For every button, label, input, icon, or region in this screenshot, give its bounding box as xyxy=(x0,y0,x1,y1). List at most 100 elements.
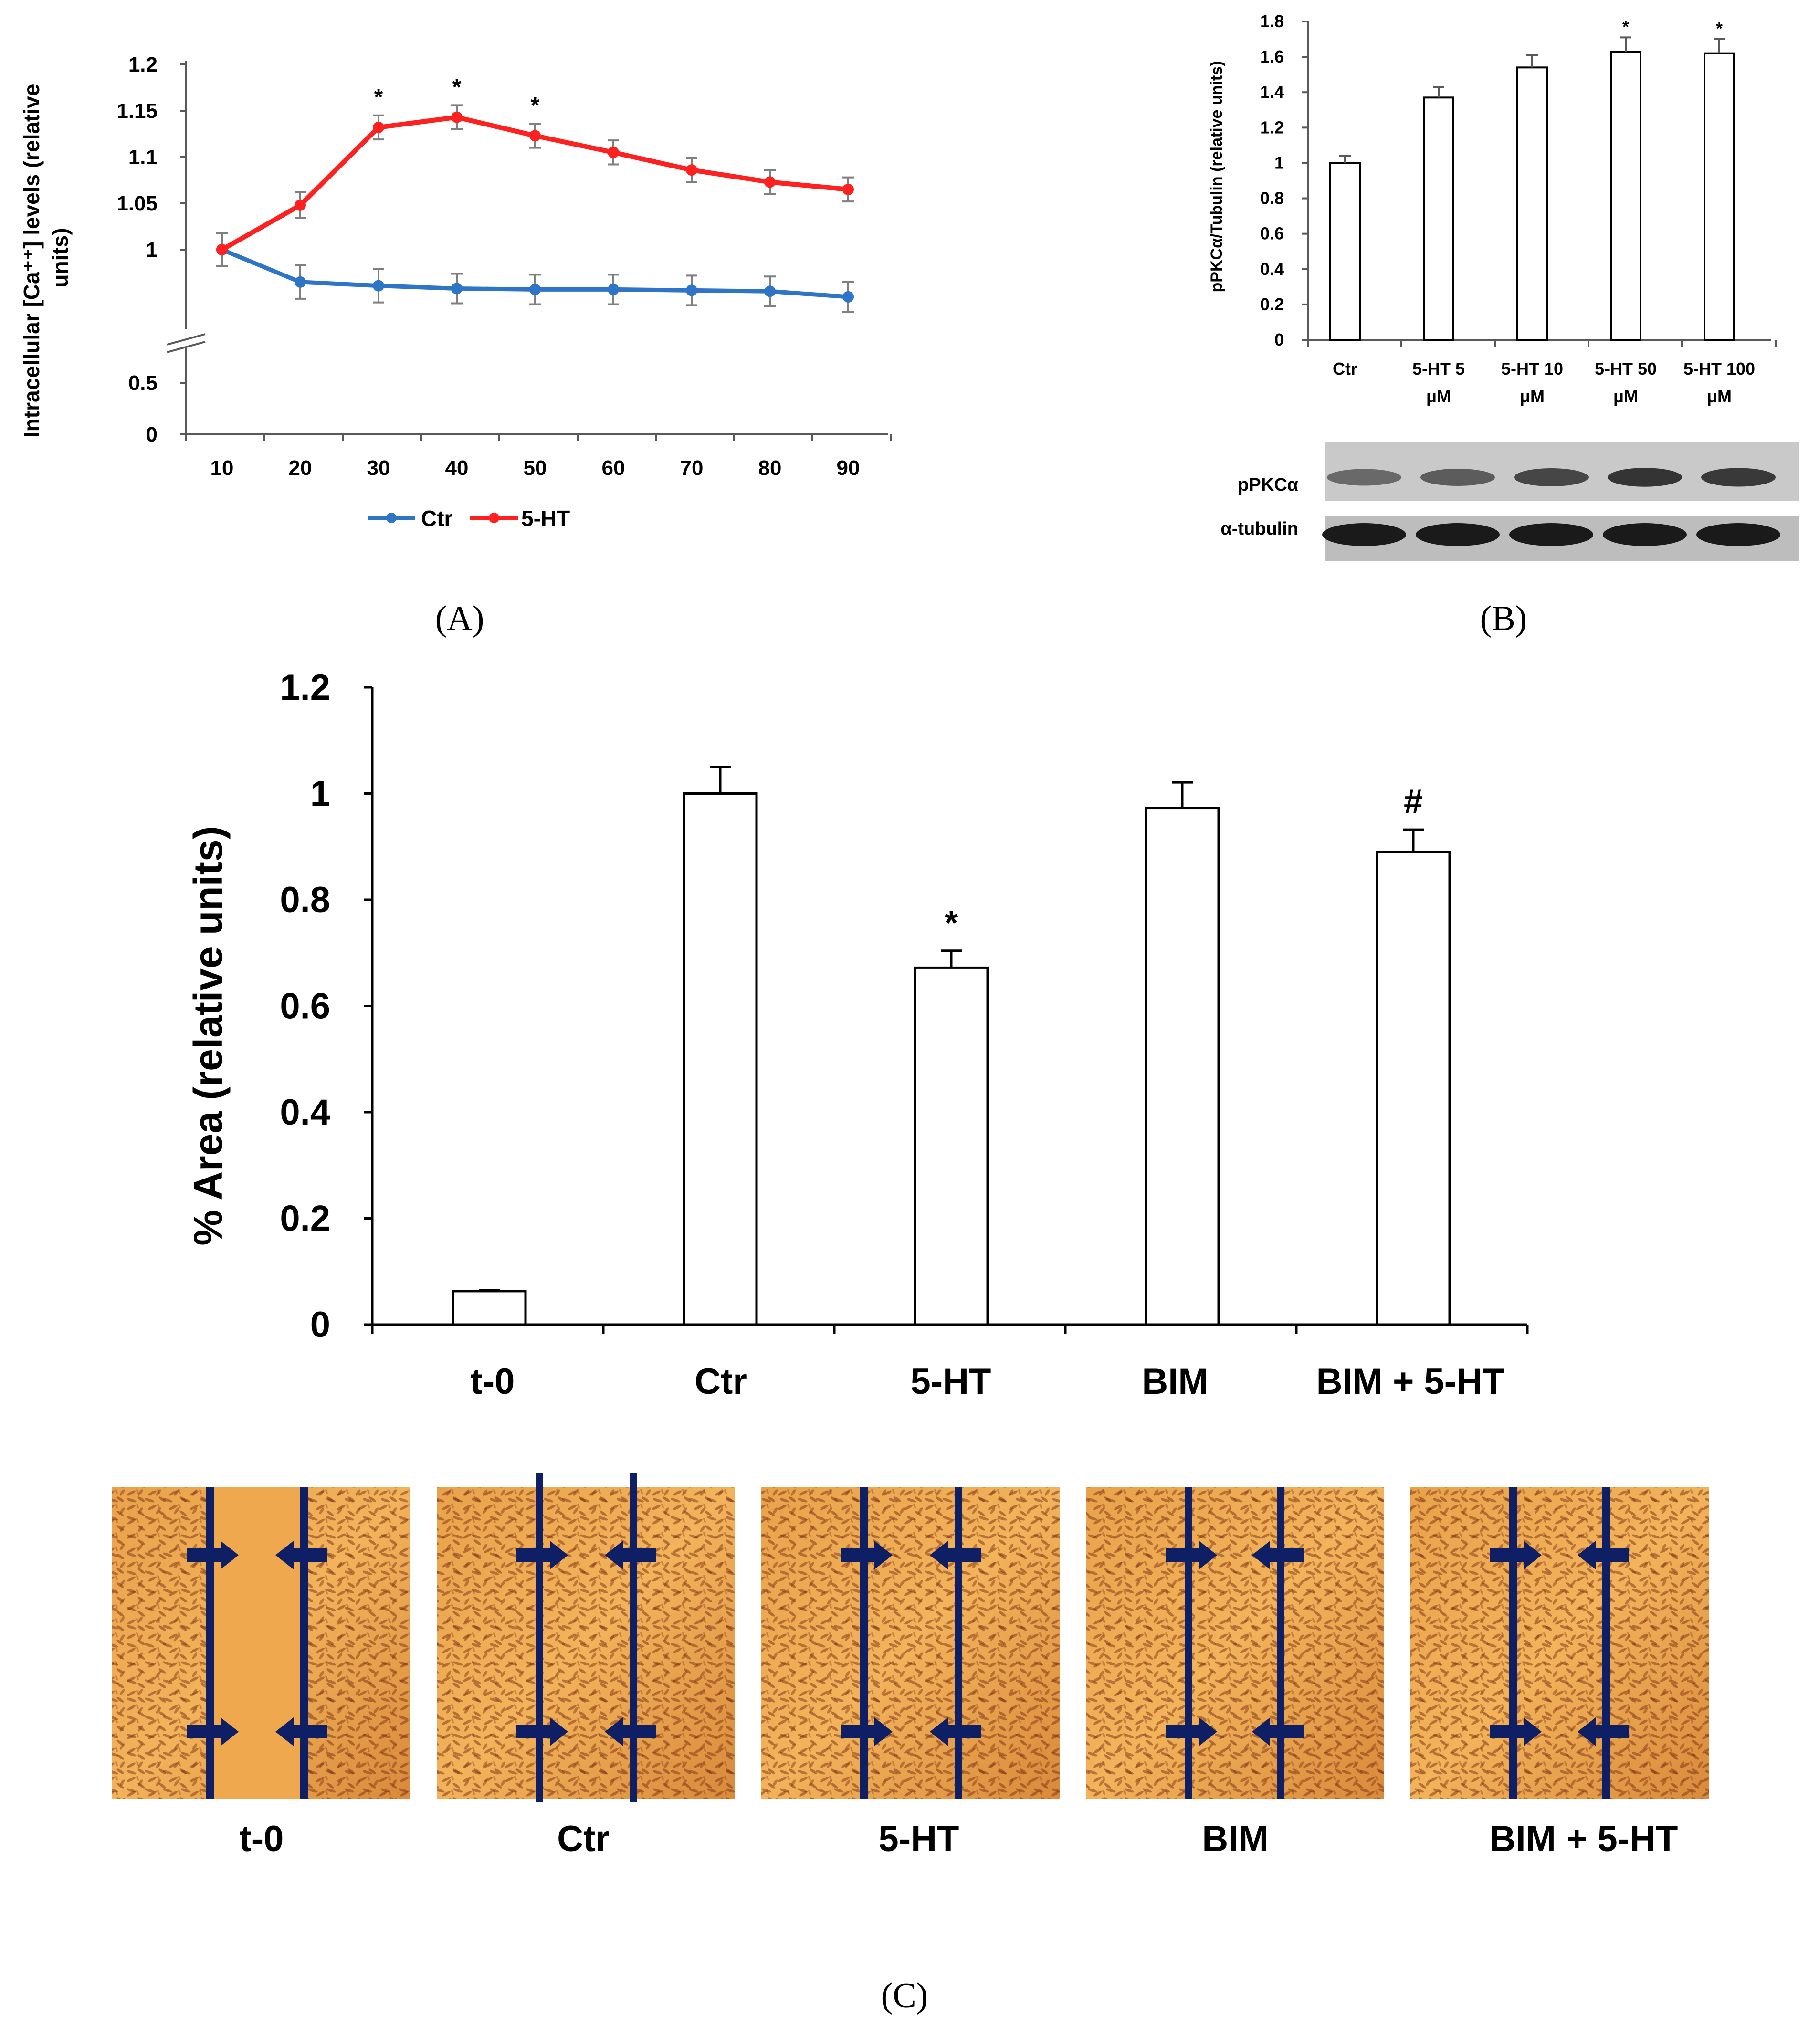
significance-marker: * xyxy=(945,904,958,942)
bar xyxy=(1423,96,1454,341)
panel-b: 00.20.40.60.811.21.41.61.8 * * Ctr 5-HT 5μ… xyxy=(1208,11,1799,638)
micrograph-cells-layer xyxy=(761,1487,1060,1799)
panel-c-x-tick-label: BIM + 5-HT xyxy=(1316,1361,1505,1402)
panel-a-x-tick-label: 30 xyxy=(367,456,390,480)
panel-c-y-ticks: 0 0.2 0.4 0.6 0.8 1 1.2 xyxy=(280,667,372,1345)
data-point xyxy=(764,285,776,297)
bar xyxy=(683,792,758,1326)
panel-c: 00.20.40.60.811.2 *# t-0 Ctr 5-HT BIM BIM + … xyxy=(112,667,1709,2015)
panel-b-y-tick-label: 0.4 xyxy=(1260,259,1284,279)
panel-a-significance: * * * xyxy=(374,74,540,118)
bar xyxy=(1329,162,1361,341)
panel-c-bars: *# xyxy=(452,766,1451,1326)
blot-band-tubulin xyxy=(1322,523,1406,546)
panel-c-caption: (C) xyxy=(881,1976,928,2015)
data-point xyxy=(451,111,463,123)
blot-band-tubulin xyxy=(1696,523,1780,546)
data-point xyxy=(686,284,697,296)
panel-b-y-tick-label: 1.8 xyxy=(1260,11,1284,31)
significance-marker: * xyxy=(1716,19,1723,38)
significance-marker: * xyxy=(1622,17,1629,36)
panel-b-x-labels: Ctr 5-HT 5 μM 5-HT 10 μM 5-HT 50 μM 5-HT 100 μM xyxy=(1307,340,1777,406)
panel-c-y-label: % Area (relative units) xyxy=(186,826,231,1245)
micrograph-label: 5-HT xyxy=(879,1819,959,1859)
data-point xyxy=(295,276,306,288)
bar xyxy=(1516,66,1548,341)
panel-c-x-tick-label: Ctr xyxy=(694,1361,747,1402)
arrow-left-icon xyxy=(275,1717,327,1746)
arrow-right-icon xyxy=(1166,1717,1217,1746)
panel-b-x-tick-label: 5-HT 10 xyxy=(1501,359,1563,379)
panel-a-x-ticks: 10 20 30 40 50 60 70 80 90 xyxy=(185,434,892,480)
arrow-left-icon xyxy=(930,1541,981,1569)
panel-a-x-tick-label: 70 xyxy=(680,456,704,480)
data-point xyxy=(373,121,384,133)
panel-a-series xyxy=(216,104,854,313)
panel-a-y-tick-label: 1.2 xyxy=(128,53,158,76)
arrow-right-icon xyxy=(841,1541,893,1569)
micrograph-5 xyxy=(1410,1487,1709,1799)
arrow-left-icon xyxy=(1252,1541,1304,1569)
panel-b-y-tick-label: 0.2 xyxy=(1260,295,1284,314)
panel-b-y-tick-label: 1.4 xyxy=(1260,82,1284,102)
bar xyxy=(452,1290,527,1326)
blot-label-ppkca: pPKCα xyxy=(1238,475,1298,495)
panel-a-x-tick-label: 40 xyxy=(445,456,469,480)
blot-band-ppkca xyxy=(1701,468,1776,487)
blot-band-ppkca xyxy=(1514,468,1589,486)
panel-a-y-tick-label: 1.15 xyxy=(116,99,158,123)
arrow-right-icon xyxy=(187,1717,239,1746)
blot-band-tubulin xyxy=(1509,523,1593,546)
significance-marker: # xyxy=(1404,783,1423,821)
legend-5ht-marker xyxy=(489,513,499,523)
arrow-left-icon xyxy=(605,1717,656,1746)
arrow-right-icon xyxy=(1166,1541,1217,1569)
blot-bands xyxy=(1322,468,1780,546)
data-point xyxy=(686,164,697,176)
panel-a-y-ticks: 1.2 1.15 1.1 1.05 1 0.5 0 xyxy=(116,53,186,446)
panel-b-y-label: pPKCα/Tubulin (relative units) xyxy=(1208,61,1226,293)
panel-c-x-tick-label: 5-HT xyxy=(911,1361,991,1402)
blot-band-tubulin xyxy=(1603,523,1687,546)
panel-c-x-tick-label: BIM xyxy=(1142,1361,1208,1402)
legend-ctr-label: Ctr xyxy=(421,506,453,531)
panel-a-x-tick-label: 10 xyxy=(210,456,234,480)
bar xyxy=(914,966,989,1326)
micrograph-cells-layer xyxy=(1086,1487,1384,1799)
data-point xyxy=(842,183,854,195)
series-5-ht xyxy=(216,104,854,267)
series-ctr xyxy=(216,232,854,313)
panel-b-x-tick-label: μM xyxy=(1613,387,1638,406)
bar xyxy=(1145,807,1220,1326)
micrograph-4 xyxy=(1086,1487,1384,1799)
panel-c-y-tick-label: 1 xyxy=(310,774,330,814)
data-point xyxy=(529,130,541,142)
panel-a-y-tick-label: 1.05 xyxy=(116,192,158,215)
panel-b-y-tick-label: 0 xyxy=(1274,330,1284,349)
arrow-left-icon xyxy=(1252,1717,1304,1746)
panel-b-bars: * * xyxy=(1329,17,1735,341)
panel-a: 1.2 1.15 1.1 1.05 1 0.5 0 10 20 30 40 50 60 70 80 90 *… xyxy=(19,53,892,638)
bar xyxy=(1704,52,1735,341)
panel-b-y-ticks: 0 0.2 0.4 0.6 0.8 1 1.2 1.4 1.6 1.8 xyxy=(1260,11,1308,349)
micrograph-label: BIM + 5-HT xyxy=(1490,1819,1678,1859)
panel-b-x-tick-label: 5-HT 5 xyxy=(1412,359,1465,379)
panel-c-y-tick-label: 0 xyxy=(310,1305,330,1345)
blot-band-ppkca xyxy=(1420,469,1495,486)
arrow-right-icon xyxy=(841,1717,893,1746)
panel-a-legend: Ctr 5-HT xyxy=(368,506,570,531)
micrograph-cells-layer xyxy=(437,1487,735,1799)
panel-a-x-tick-label: 90 xyxy=(837,456,860,480)
blot-band-tubulin xyxy=(1416,523,1500,546)
panel-a-y-tick-label: 0 xyxy=(146,423,158,446)
legend-ctr-marker xyxy=(386,513,397,523)
bar xyxy=(1610,50,1641,341)
panel-c-y-tick-label: 0.6 xyxy=(280,986,330,1027)
panel-a-y-tick-label: 0.5 xyxy=(128,371,158,395)
western-blot: pPKCα α-tubulin xyxy=(1220,442,1799,561)
arrow-left-icon xyxy=(930,1717,981,1746)
arrow-left-icon xyxy=(605,1541,656,1569)
panel-b-y-tick-label: 1 xyxy=(1274,153,1284,172)
arrow-right-icon xyxy=(516,1541,568,1569)
panel-b-x-tick-label: Ctr xyxy=(1333,359,1357,379)
